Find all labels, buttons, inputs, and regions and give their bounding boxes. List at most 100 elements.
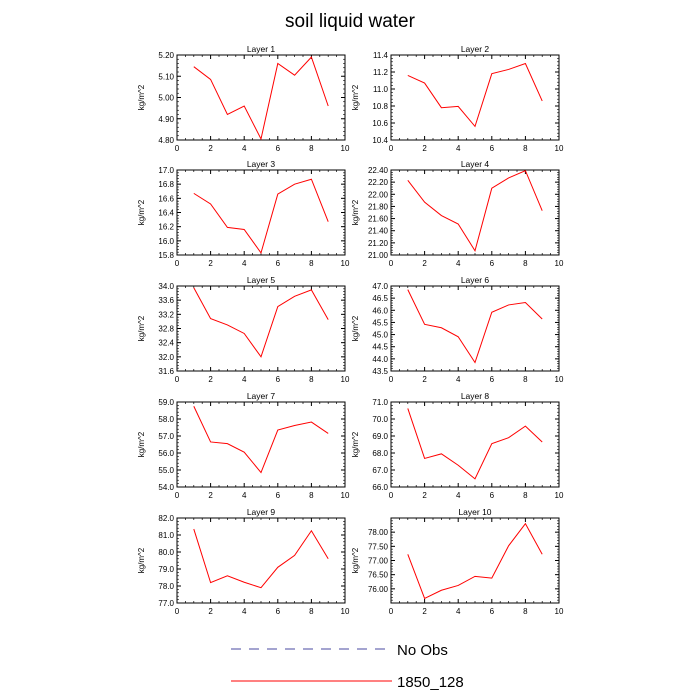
panel-1-xtick-label: 8 (309, 144, 314, 153)
panel-2-ylabel: kg/m^2 (351, 84, 360, 110)
panel-10: Layer 10 kg/m^2 0 2 4 6 8 10 76.00 76.50 77.00 77.5… (351, 507, 564, 616)
panel-8-xtick-label: 2 (422, 491, 427, 500)
panel-7-ytick-label: 56.0 (158, 449, 174, 458)
panel-2-title: Layer 2 (461, 44, 490, 54)
panel-8-xtick-label: 4 (456, 491, 461, 500)
panel-4-ytick-label: 21.00 (368, 251, 389, 260)
panel-6-xtick-label: 2 (422, 375, 427, 384)
panel-4-ytick-label: 22.40 (368, 166, 389, 175)
panel-3-ytick-label: 16.4 (158, 209, 174, 218)
panel-6-xtick-label: 4 (456, 375, 461, 384)
panel-5-ytick-label: 32.8 (158, 325, 174, 334)
panel-8-xtick-label: 0 (389, 491, 394, 500)
panel-4-ytick-label: 21.60 (368, 215, 389, 224)
panel-8-ylabel: kg/m^2 (351, 431, 360, 457)
panel-3-ylabel: kg/m^2 (137, 199, 146, 225)
panel-1-frame (176, 54, 346, 141)
panel-4: Layer 4 kg/m^2 0 2 4 6 8 10 21.00 21.20 21.40 21.60… (351, 159, 564, 268)
panel-3-xtick-label: 4 (242, 259, 247, 268)
panel-10-ytick-label: 77.50 (368, 542, 389, 551)
panel-9-series-line (193, 528, 329, 589)
legend-no-obs-label: No Obs (397, 642, 448, 659)
panel-1-ylabel: kg/m^2 (137, 84, 146, 110)
panel-10-ytick-label: 76.00 (368, 585, 389, 594)
panel-5-ytick-label: 34.0 (158, 282, 174, 291)
panel-4-frame (390, 169, 560, 256)
panel-8-xtick-label: 8 (523, 491, 528, 500)
panel-9-xtick-label: 8 (309, 607, 314, 616)
panel-9-ytick-label: 78.0 (158, 582, 174, 591)
panel-6-ytick-label: 45.5 (372, 318, 388, 327)
panel-10-ytick-label: 76.50 (368, 571, 389, 580)
panel-4-xtick-label: 6 (490, 259, 495, 268)
panel-9-frame (176, 517, 346, 604)
panel-9-xtick-label: 2 (208, 607, 213, 616)
panel-4-xtick-label: 0 (389, 259, 394, 268)
panel-8-ytick-label: 70.0 (372, 415, 388, 424)
panel-2-xtick-label: 6 (490, 144, 495, 153)
panel-8-ytick-label: 67.0 (372, 466, 388, 475)
panel-2-xtick-label: 2 (422, 144, 427, 153)
panel-4-ytick-label: 22.20 (368, 178, 389, 187)
panel-5: Layer 5 kg/m^2 0 2 4 6 8 10 31.6 32.0 32.4 32.8 33.2… (137, 275, 350, 384)
panel-4-ytick-label: 21.20 (368, 239, 389, 248)
panel-5-ytick-label: 33.2 (158, 310, 174, 319)
panel-3-ytick-label: 17.0 (158, 166, 174, 175)
panel-7-xtick-label: 4 (242, 491, 247, 500)
panel-10-xtick-label: 10 (555, 607, 564, 616)
panel-1-ytick-label: 4.90 (158, 115, 174, 124)
panel-4-ytick-label: 22.00 (368, 190, 389, 199)
panel-1: Layer 1 kg/m^2 0 2 4 6 8 10 4.80 4.90 5.00 5.10 5.20 (137, 44, 350, 153)
panel-5-ytick-label: 33.6 (158, 296, 174, 305)
panel-9-ytick-label: 77.0 (158, 599, 174, 608)
panel-8-ytick-label: 71.0 (372, 398, 388, 407)
panel-4-xtick-label: 4 (456, 259, 461, 268)
panel-8-frame (390, 401, 560, 488)
panel-6-xtick-label: 10 (555, 375, 564, 384)
panel-9-xtick-label: 10 (341, 607, 350, 616)
panel-1-xtick-label: 6 (276, 144, 281, 153)
panel-1-ytick-label: 5.10 (158, 72, 174, 81)
panel-4-ytick-label: 21.40 (368, 227, 389, 236)
panel-8: Layer 8 kg/m^2 0 2 4 6 8 10 66.0 67.0 68.0 69.0 70.0… (351, 391, 564, 500)
figure-title: soil liquid water (285, 11, 416, 32)
panel-2-ytick-label: 10.6 (372, 119, 388, 128)
panel-8-ytick-label: 68.0 (372, 449, 388, 458)
panel-1-ytick-label: 5.20 (158, 51, 174, 60)
panel-3-ytick-label: 15.8 (158, 251, 174, 260)
panel-5-series-line (193, 287, 329, 358)
panel-5-xtick-label: 2 (208, 375, 213, 384)
panel-4-series-line (407, 169, 543, 252)
panel-7-xtick-label: 6 (276, 491, 281, 500)
panel-7-xtick-label: 8 (309, 491, 314, 500)
panel-3-ytick-label: 16.8 (158, 180, 174, 189)
panel-7-frame (176, 401, 346, 488)
panel-9-xtick-label: 6 (276, 607, 281, 616)
panel-6-xtick-label: 0 (389, 375, 394, 384)
panel-10-series-line (407, 522, 543, 600)
panel-4-xtick-label: 10 (555, 259, 564, 268)
panel-10-xtick-label: 4 (456, 607, 461, 616)
panel-5-ylabel: kg/m^2 (137, 315, 146, 341)
panel-2-xtick-label: 0 (389, 144, 394, 153)
panel-6-ytick-label: 45.0 (372, 331, 388, 340)
panel-1-ytick-label: 4.80 (158, 136, 174, 145)
panel-10-xtick-label: 6 (490, 607, 495, 616)
panel-3-series-line (193, 178, 329, 255)
panel-8-ytick-label: 66.0 (372, 483, 388, 492)
panel-7-ytick-label: 57.0 (158, 432, 174, 441)
legend-model-label: 1850_128 (397, 674, 464, 691)
panel-8-xtick-label: 10 (555, 491, 564, 500)
panel-2-frame (390, 54, 560, 141)
panel-6-ytick-label: 44.5 (372, 343, 388, 352)
panel-5-xtick-label: 6 (276, 375, 281, 384)
panel-9: Layer 9 kg/m^2 0 2 4 6 8 10 77.0 78.0 79.0 80.0 81.0… (137, 507, 350, 616)
panel-3-frame (176, 169, 346, 256)
panel-7-xtick-label: 10 (341, 491, 350, 500)
panel-6-ytick-label: 47.0 (372, 282, 388, 291)
panel-6-series-line (407, 289, 543, 364)
panel-7: Layer 7 kg/m^2 0 2 4 6 8 10 54.0 55.0 56.0 57.0 58.0… (137, 391, 350, 500)
panel-8-series-line (407, 408, 543, 480)
panel-3-xtick-label: 2 (208, 259, 213, 268)
